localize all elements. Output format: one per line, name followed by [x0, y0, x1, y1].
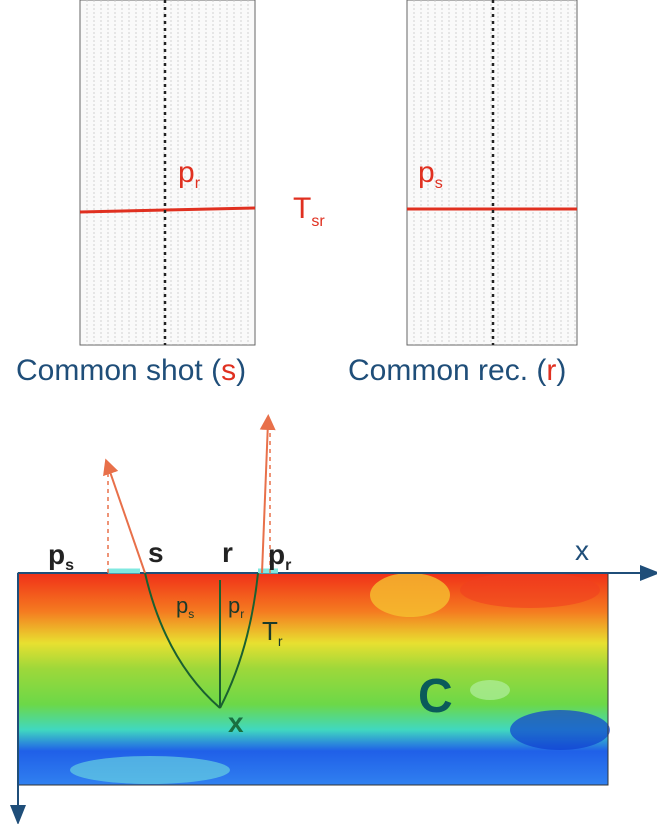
- travel-time-label: Tsr: [293, 192, 325, 230]
- caption: Common shot (s): [16, 354, 246, 387]
- x-axis-label: x: [575, 535, 589, 566]
- surface-label: r: [222, 537, 233, 568]
- surface-label: pr: [268, 539, 291, 574]
- common-shot-panel: [80, 0, 255, 345]
- page: pr Tsr ps Common shot (s) Common rec. (r…: [0, 0, 657, 824]
- surface-label: ps: [48, 539, 74, 574]
- point-label: x: [228, 707, 244, 738]
- velocity-model: [18, 572, 610, 785]
- surface-label: s: [148, 537, 164, 568]
- ray-arrow: [108, 466, 145, 573]
- caption: Common rec. (r): [348, 354, 566, 387]
- model-label: C: [418, 670, 453, 723]
